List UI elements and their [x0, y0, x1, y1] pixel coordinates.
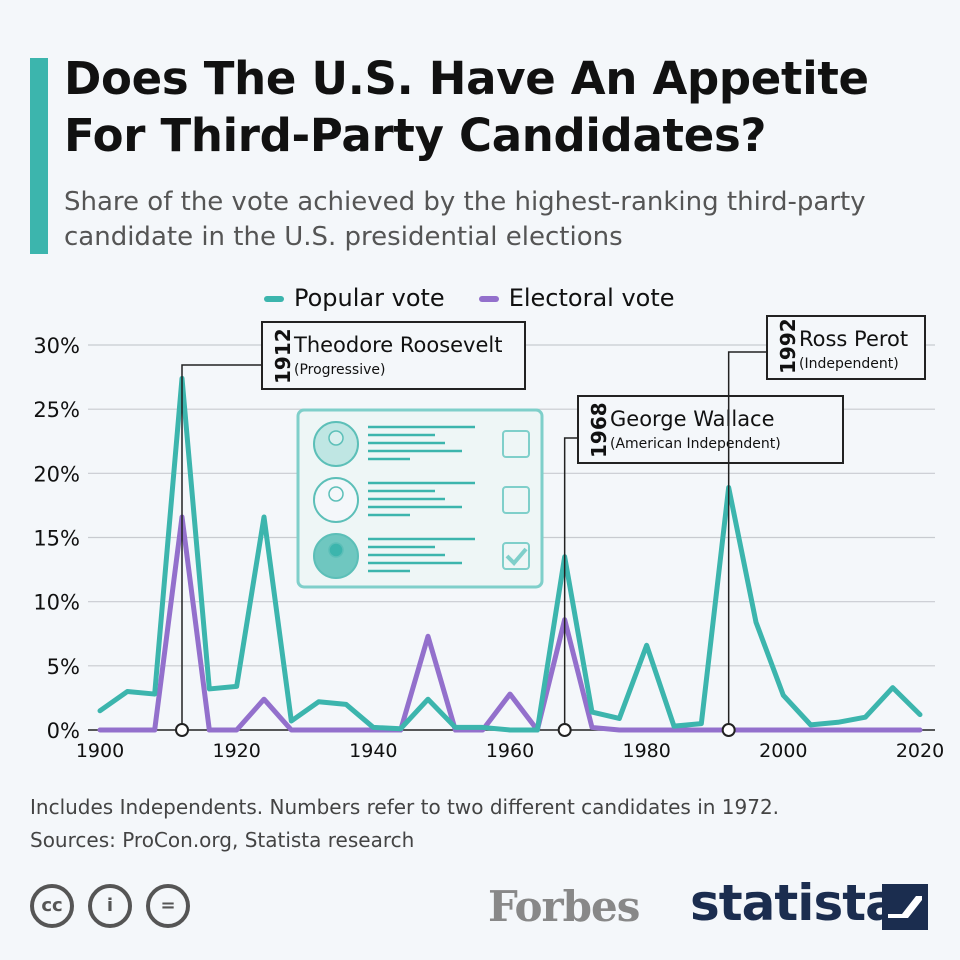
statista-logo: statista: [690, 874, 899, 932]
attribution-icon: i: [88, 884, 132, 928]
x-tick-label: 1900: [76, 740, 124, 762]
annotation-leader-line: [181, 364, 262, 730]
y-tick-label: 5%: [47, 655, 80, 679]
no-derivatives-icon: =: [146, 884, 190, 928]
annotation-1968: 1968 George Wallace (American Independent): [557, 395, 844, 737]
avatar-head-icon: [328, 430, 344, 446]
annotation-marker: [175, 723, 189, 737]
annotation-marker: [557, 723, 572, 737]
y-tick-label: 30%: [33, 334, 80, 358]
x-tick-label: 1940: [349, 740, 397, 762]
legend-item-popular: Popular vote: [264, 284, 445, 312]
annotation-name: Ross Perot: [799, 327, 908, 351]
statista-logo-icon: [882, 884, 928, 930]
accent-bar: [30, 58, 48, 254]
x-tick-label: 1980: [622, 740, 670, 762]
annotation-1992: 1992 Ross Perot (Independent): [721, 315, 926, 737]
x-tick-label: 1960: [486, 740, 534, 762]
sources: Sources: ProCon.org, Statista research: [30, 828, 415, 852]
page-title: Does The U.S. Have An Appetite For Third…: [64, 52, 869, 162]
annotation-name: George Wallace: [610, 407, 775, 431]
checkbox-icon: [502, 486, 530, 514]
y-tick-label: 20%: [33, 462, 80, 486]
annotation-box: [261, 321, 526, 390]
annotation-year: 1968: [587, 402, 611, 458]
annotation-year: 1912: [271, 328, 295, 384]
y-tick-label: 25%: [33, 398, 80, 422]
annotation-year: 1992: [776, 318, 800, 374]
avatar-icon: [313, 477, 359, 523]
annotation-1912: 1912 Theodore Roosevelt (Progressive): [175, 321, 526, 737]
annotation-box: [577, 395, 844, 464]
annotation-box: [766, 315, 926, 380]
annotation-name: Theodore Roosevelt: [293, 333, 502, 357]
ballot-illustration: [296, 408, 544, 589]
cc-icon: cc: [30, 884, 74, 928]
checkbox-icon: [502, 430, 530, 458]
annotation-party: (American Independent): [610, 436, 781, 452]
annotation-leader-line: [563, 437, 578, 730]
footnote: Includes Independents. Numbers refer to …: [30, 795, 780, 819]
page-subtitle: Share of the vote achieved by the highes…: [64, 187, 866, 252]
y-tick-label: 15%: [33, 527, 80, 551]
annotation-party: (Independent): [799, 356, 899, 372]
y-tick-label: 10%: [33, 591, 80, 615]
avatar-head-icon: [328, 486, 344, 502]
y-tick-label: 0%: [47, 719, 80, 743]
forbes-logo: Forbes: [488, 882, 640, 931]
legend-item-electoral: Electoral vote: [478, 284, 675, 312]
annotation-party: (Progressive): [294, 362, 385, 378]
annotation-marker: [721, 723, 736, 737]
checkmark-icon: [505, 547, 528, 566]
x-tick-label: 2020: [896, 740, 944, 762]
x-tick-label: 1920: [212, 740, 260, 762]
annotation-leader-line: [727, 351, 767, 730]
avatar-head-icon: [328, 542, 344, 558]
checked-checkbox-icon: [502, 542, 530, 570]
legend: Popular vote Electoral vote: [264, 284, 675, 312]
x-tick-label: 2000: [759, 740, 807, 762]
